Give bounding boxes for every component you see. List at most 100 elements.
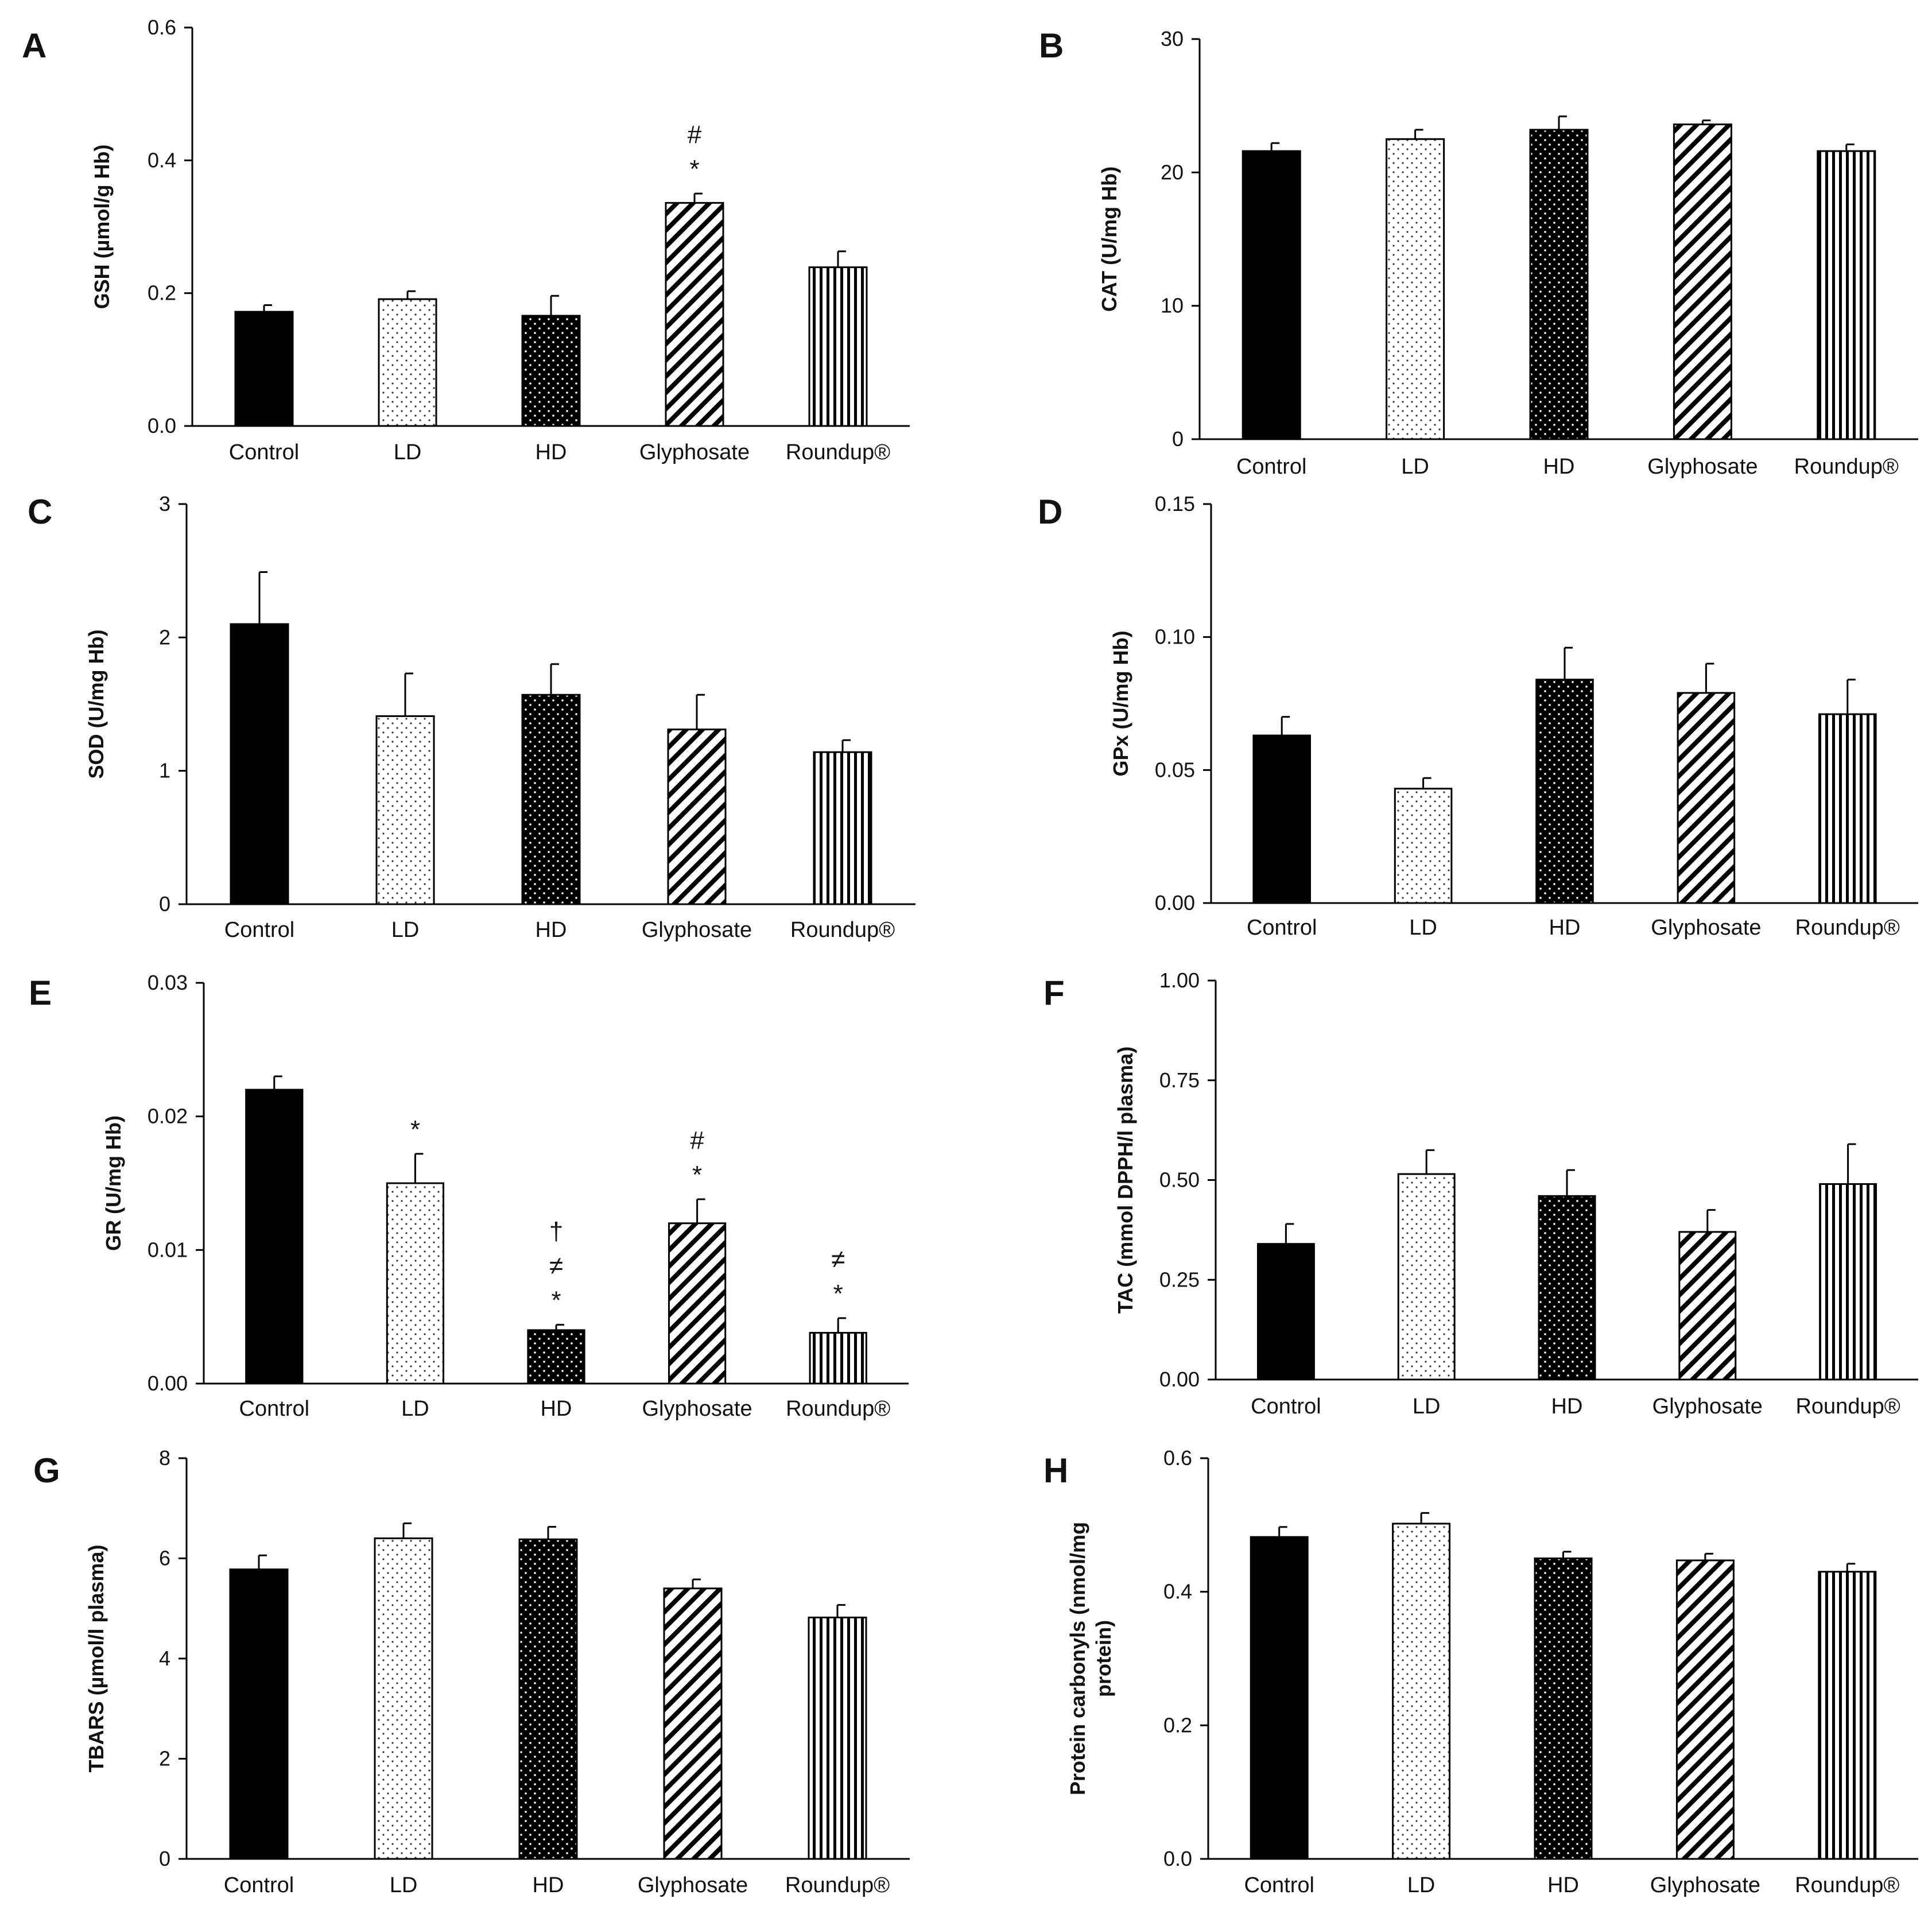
category-label: Roundup® [1795,916,1900,940]
category-label: LD [1413,1394,1441,1419]
y-tick-label: 0.01 [148,1238,188,1261]
panel-letter-a: A [22,26,46,65]
y-axis-title-line2: protein) [1092,1620,1115,1697]
bar-e-0 [245,1088,304,1385]
y-tick-label: 6 [159,1547,170,1570]
y-tick-label: 0.6 [1163,1446,1192,1470]
y-tick-label: 20 [1161,160,1184,184]
bar-h-3 [1675,1559,1735,1860]
y-axis-title: GSH (µmol/g Hb) [90,145,114,309]
significance-mark: * [551,1287,561,1315]
y-axis-title: TAC (mmol DPPH/l plasma) [1114,1047,1137,1314]
bar-f-3 [1678,1231,1737,1381]
bar-d-2 [1535,679,1594,904]
y-tick-label: 0.2 [1163,1713,1192,1737]
category-label: Control [224,1873,294,1897]
category-label: HD [1543,455,1575,479]
bar-c-0 [230,623,289,905]
y-tick-label: 0.2 [148,281,176,305]
significance-mark: † [549,1218,563,1246]
panel-letter-c: C [28,493,52,531]
bar-b-2 [1529,129,1589,440]
significance-mark: ≠ [831,1245,845,1273]
y-tick-label: 1 [159,759,170,782]
y-tick-label: 1.00 [1159,968,1200,992]
y-tick-label: 0.4 [1163,1580,1192,1603]
category-label: Glyphosate [642,918,752,942]
y-tick-label: 0.0 [1163,1847,1192,1870]
y-tick-label: 0.50 [1159,1168,1200,1192]
panel-a: A 0.0 0.2 0.4 0.6 GSH (µmol/g Hb) Control LD HD G… [22,16,910,464]
bar-g-1 [374,1537,433,1860]
category-label: Glyphosate [1652,1394,1763,1419]
category-label: Roundup® [785,1873,890,1897]
y-tick-label: 0.00 [148,1372,188,1395]
bar-h-1 [1392,1522,1451,1860]
panel-letter-e: E [29,974,52,1012]
y-tick-label: 0.0 [148,414,176,437]
bar-h-4 [1818,1571,1877,1860]
category-label: Roundup® [1795,1873,1899,1897]
category-label: LD [1409,916,1437,940]
category-label: Control [1247,916,1317,940]
category-label: LD [401,1397,429,1421]
y-tick-label: 0.15 [1155,492,1195,516]
bar-a-3 [665,202,724,427]
y-tick-label: 0.10 [1155,625,1195,649]
panel-letter-g: G [33,1451,60,1490]
bar-f-4 [1819,1183,1877,1381]
panel-letter-f: F [1043,974,1065,1012]
bar-e-4 [809,1332,867,1385]
bar-f-0 [1256,1243,1315,1381]
category-label: Roundup® [1795,1394,1900,1419]
category-label: Control [1236,455,1307,479]
bar-h-2 [1534,1558,1593,1860]
category-label: HD [1551,1394,1583,1419]
y-tick-label: 0 [1172,427,1184,451]
category-label: LD [390,1873,418,1897]
significance-mark: # [690,1126,704,1154]
bar-e-3 [668,1222,727,1385]
bar-b-4 [1817,150,1876,440]
y-axis-title: GR (U/mg Hb) [102,1115,125,1251]
category-label: LD [1407,1873,1436,1897]
bar-a-0 [234,311,294,427]
y-tick-label: 30 [1161,27,1184,51]
panel-letter-h: H [1043,1451,1068,1490]
panel-g: G 0 2 4 6 8 TBARS (µmol/l plasma) Control LD HD Gl… [33,1446,910,1897]
panel-letter-d: D [1038,493,1062,531]
y-tick-label: 0.00 [1155,891,1195,915]
significance-mark: * [410,1115,420,1144]
y-tick-label: 0 [159,1847,170,1870]
category-label: Control [229,440,300,464]
category-label: HD [1549,916,1581,940]
y-tick-label: 0.02 [148,1105,188,1128]
category-label: Glyphosate [1647,455,1758,479]
bar-g-3 [663,1587,723,1860]
bar-d-4 [1818,713,1877,904]
panel-f: F 0.00 0.25 0.50 0.75 1.00 TAC (mmol DPPH/l pl… [1043,968,1918,1419]
category-label: Roundup® [786,440,890,464]
bar-e-1 [386,1182,445,1385]
y-tick-label: 0.4 [148,148,176,172]
bar-g-0 [229,1568,289,1860]
category-label: Control [1244,1873,1314,1897]
bar-a-1 [378,298,437,427]
bar-a-4 [808,266,868,427]
bar-g-2 [518,1538,578,1860]
bar-c-2 [521,694,581,905]
y-axis-title: TBARS (µmol/l plasma) [84,1545,108,1773]
panel-c: C 0 1 2 3 SOD (U/mg Hb) Control LD HD Glyphosate R… [28,492,915,942]
category-label: Roundup® [790,918,895,942]
bar-e-2 [527,1329,585,1385]
y-axis-title: Protein carbonyls (nmol/mg [1066,1522,1089,1795]
category-label: Roundup® [1794,455,1899,479]
significance-mark: ≠ [549,1252,563,1280]
category-label: LD [1401,455,1429,479]
y-tick-label: 0.75 [1159,1068,1200,1092]
category-label: Glyphosate [639,440,750,464]
significance-mark: * [833,1280,843,1308]
significance-mark: * [692,1161,702,1189]
